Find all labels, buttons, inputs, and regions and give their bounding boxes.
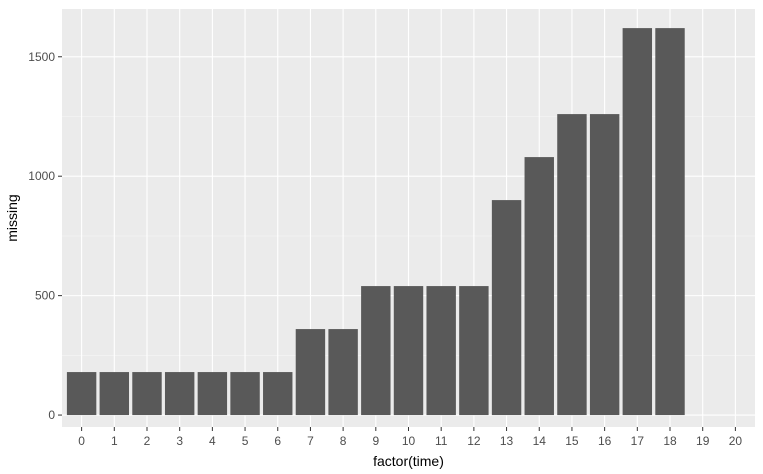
x-tick-label: 3 bbox=[176, 434, 183, 448]
bar-10 bbox=[393, 286, 424, 416]
x-tick-label: 6 bbox=[274, 434, 281, 448]
bar-17 bbox=[622, 28, 653, 416]
x-axis-title: factor(time) bbox=[373, 453, 444, 469]
x-tick-label: 7 bbox=[307, 434, 314, 448]
y-axis-title: missing bbox=[4, 194, 20, 241]
bar-6 bbox=[263, 372, 293, 416]
x-tick-label: 15 bbox=[565, 434, 579, 448]
x-tick-label: 4 bbox=[209, 434, 216, 448]
x-tick-label: 20 bbox=[729, 434, 743, 448]
x-tick-label: 17 bbox=[631, 434, 645, 448]
bar-4 bbox=[197, 372, 228, 416]
bar-12 bbox=[459, 286, 489, 416]
bar-2 bbox=[132, 372, 162, 416]
y-tick-label: 0 bbox=[48, 408, 55, 422]
y-tick-label: 1500 bbox=[28, 50, 55, 64]
bar-13 bbox=[491, 200, 522, 416]
y-axis: 0 500 1000 1500 bbox=[28, 50, 62, 422]
x-tick-label: 2 bbox=[144, 434, 151, 448]
bar-8 bbox=[328, 329, 358, 416]
x-tick-label: 12 bbox=[467, 434, 481, 448]
bar-9 bbox=[361, 286, 391, 416]
x-tick-label: 1 bbox=[111, 434, 118, 448]
bar-3 bbox=[164, 372, 195, 416]
x-tick-label: 8 bbox=[340, 434, 347, 448]
x-tick-label: 9 bbox=[372, 434, 379, 448]
y-tick-label: 500 bbox=[35, 289, 55, 303]
x-tick-label: 19 bbox=[696, 434, 710, 448]
x-axis: 0 1 2 3 4 5 6 7 8 9 10 11 12 13 14 15 16 17 18 19 20 bbox=[78, 427, 742, 448]
bar-16 bbox=[589, 114, 620, 416]
x-tick-label: 18 bbox=[663, 434, 677, 448]
x-tick-label: 14 bbox=[533, 434, 547, 448]
x-tick-label: 13 bbox=[500, 434, 514, 448]
x-tick-label: 16 bbox=[598, 434, 612, 448]
bar-1 bbox=[99, 372, 130, 416]
bar-18 bbox=[655, 28, 685, 416]
bar-14 bbox=[524, 157, 554, 416]
x-tick-label: 0 bbox=[78, 434, 85, 448]
bar-15 bbox=[557, 114, 587, 416]
bar-5 bbox=[230, 372, 260, 416]
bars bbox=[66, 28, 685, 416]
x-tick-label: 5 bbox=[242, 434, 249, 448]
bar-11 bbox=[426, 286, 456, 416]
bar-7 bbox=[295, 329, 326, 416]
bar-0 bbox=[66, 372, 97, 416]
y-tick-label: 1000 bbox=[28, 169, 55, 183]
x-tick-label: 10 bbox=[402, 434, 416, 448]
x-tick-label: 11 bbox=[435, 434, 448, 448]
